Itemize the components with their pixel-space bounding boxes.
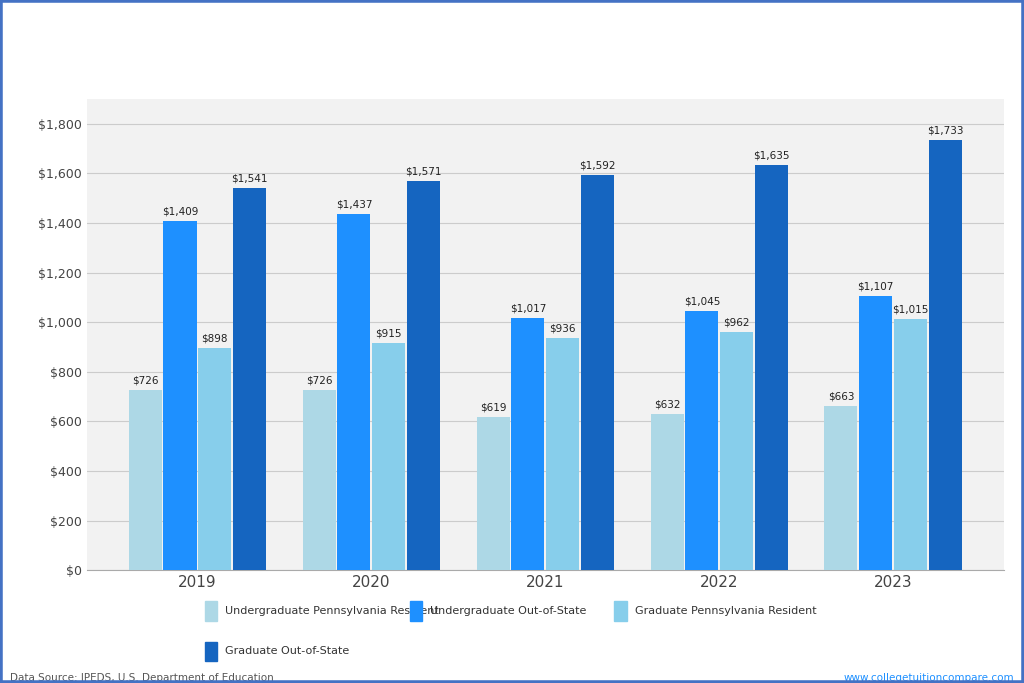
Bar	[129, 390, 162, 570]
Bar	[372, 344, 406, 570]
Text: $632: $632	[653, 399, 680, 409]
Bar	[755, 165, 787, 570]
Text: $936: $936	[550, 324, 575, 334]
Text: $1,733: $1,733	[927, 126, 964, 136]
Bar	[303, 390, 336, 570]
Bar	[929, 141, 962, 570]
Text: $1,571: $1,571	[406, 166, 441, 176]
FancyBboxPatch shape	[614, 602, 627, 621]
Text: Undergraduate Out-of-State: Undergraduate Out-of-State	[430, 606, 587, 616]
Text: $898: $898	[202, 333, 228, 343]
Text: Undergraduate Pennsylvania Resident: Undergraduate Pennsylvania Resident	[225, 606, 439, 616]
Text: $1,015: $1,015	[892, 304, 929, 314]
Text: $962: $962	[723, 317, 750, 327]
Bar	[199, 348, 231, 570]
Bar	[476, 417, 510, 570]
Text: $663: $663	[827, 391, 854, 402]
Text: Graduate Pennsylvania Resident: Graduate Pennsylvania Resident	[635, 606, 816, 616]
Text: Graduate Out-of-State: Graduate Out-of-State	[225, 646, 349, 656]
Text: $1,635: $1,635	[753, 150, 790, 161]
Text: $619: $619	[480, 402, 506, 413]
Text: $1,107: $1,107	[857, 281, 894, 291]
Bar	[581, 176, 614, 570]
FancyBboxPatch shape	[410, 602, 422, 621]
Bar	[546, 338, 580, 570]
Bar	[407, 180, 440, 570]
Bar	[720, 332, 753, 570]
Text: $1,541: $1,541	[231, 173, 268, 184]
Bar	[338, 214, 371, 570]
Text: $1,017: $1,017	[510, 303, 546, 313]
Bar	[824, 406, 857, 570]
Text: $1,437: $1,437	[336, 199, 372, 210]
Bar	[894, 318, 927, 570]
Bar	[511, 318, 545, 570]
Text: $1,409: $1,409	[162, 206, 199, 217]
Bar	[685, 311, 719, 570]
Text: $726: $726	[132, 376, 159, 386]
FancyBboxPatch shape	[205, 602, 217, 621]
Text: $1,045: $1,045	[684, 296, 720, 307]
Text: $915: $915	[376, 329, 402, 339]
Text: www.collegetuitioncompare.com: www.collegetuitioncompare.com	[843, 673, 1014, 683]
FancyBboxPatch shape	[205, 642, 217, 660]
Bar	[859, 296, 892, 570]
Text: Pennsylvania State University-Main Campus 2023 Tuition Per Credit Hour: Pennsylvania State University-Main Campu…	[124, 25, 900, 44]
Bar	[650, 413, 684, 570]
Text: For part-time students and/or overload credits (2019 - 2023): For part-time students and/or overload c…	[310, 66, 714, 79]
Bar	[233, 188, 266, 570]
Bar	[164, 221, 197, 570]
Text: Data Source: IPEDS, U.S. Department of Education: Data Source: IPEDS, U.S. Department of E…	[10, 673, 274, 683]
Text: $726: $726	[306, 376, 333, 386]
Text: $1,592: $1,592	[580, 161, 615, 171]
